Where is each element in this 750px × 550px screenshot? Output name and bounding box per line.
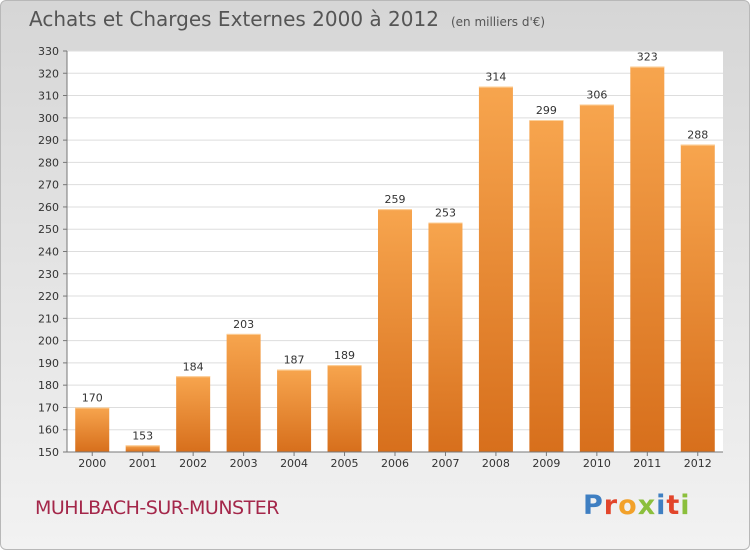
data-label: 314 bbox=[485, 71, 506, 84]
data-label: 170 bbox=[82, 391, 103, 404]
y-tick-label: 210 bbox=[38, 312, 59, 325]
bar bbox=[478, 86, 513, 453]
y-tick-label: 200 bbox=[38, 335, 59, 348]
x-tick-label: 2008 bbox=[482, 457, 510, 470]
data-label: 189 bbox=[334, 349, 355, 362]
bar bbox=[226, 333, 261, 452]
logo-letter: i bbox=[680, 490, 691, 521]
x-axis: 2000 2001 2002 2003 2004 2005 2006 2007 2008 2009… bbox=[78, 452, 712, 470]
y-tick-label: 240 bbox=[38, 246, 59, 259]
bar bbox=[378, 209, 412, 452]
data-label: 253 bbox=[435, 207, 456, 220]
chart-title: Achats et Charges Externes 2000 à 2012 (e… bbox=[29, 7, 545, 31]
logo-letter: x bbox=[637, 490, 657, 521]
y-tick-label: 220 bbox=[38, 290, 59, 303]
town-name: MUHLBACH-SUR-MUNSTER bbox=[35, 497, 279, 519]
x-tick-label: 2012 bbox=[684, 457, 712, 470]
x-tick-label: 2009 bbox=[532, 457, 560, 470]
y-tick-label: 150 bbox=[38, 446, 59, 459]
bar bbox=[630, 66, 665, 452]
x-tick-label: 2003 bbox=[230, 457, 258, 470]
logo-letter: o bbox=[618, 490, 638, 521]
data-label: 299 bbox=[536, 104, 557, 117]
data-label: 288 bbox=[687, 129, 708, 142]
y-tick-label: 310 bbox=[38, 90, 59, 103]
x-tick-label: 2011 bbox=[633, 457, 661, 470]
x-tick-label: 2006 bbox=[381, 457, 409, 470]
logo-letter: i bbox=[656, 490, 667, 521]
y-tick-label: 170 bbox=[38, 401, 59, 414]
chart-subtitle: (en milliers d'€) bbox=[450, 15, 546, 29]
x-tick-label: 2004 bbox=[280, 457, 308, 470]
bar bbox=[125, 445, 160, 452]
bar bbox=[529, 120, 564, 453]
proxiti-logo: Proxiti bbox=[583, 490, 691, 521]
bar bbox=[176, 376, 211, 452]
y-tick-label: 330 bbox=[38, 45, 59, 58]
y-axis: 150 160 170 180 190 200 210 220 230 240 250 260 270 2… bbox=[38, 45, 67, 459]
data-label: 323 bbox=[637, 51, 658, 64]
data-label: 184 bbox=[183, 360, 204, 373]
y-tick-label: 260 bbox=[38, 201, 59, 214]
x-tick-label: 2000 bbox=[78, 457, 106, 470]
bar bbox=[75, 407, 110, 452]
bar bbox=[579, 104, 614, 452]
x-tick-label: 2005 bbox=[331, 457, 359, 470]
bar bbox=[428, 222, 463, 452]
x-tick-label: 2001 bbox=[129, 457, 157, 470]
bar bbox=[680, 144, 715, 453]
bar bbox=[277, 369, 312, 452]
bar bbox=[327, 365, 362, 452]
y-tick-label: 320 bbox=[38, 67, 59, 80]
data-label: 259 bbox=[385, 193, 406, 206]
logo-letter: r bbox=[603, 490, 619, 521]
x-tick-label: 2007 bbox=[431, 457, 459, 470]
y-tick-label: 270 bbox=[38, 179, 59, 192]
y-tick-label: 190 bbox=[38, 357, 59, 370]
y-tick-label: 230 bbox=[38, 268, 59, 281]
data-label: 306 bbox=[586, 88, 607, 101]
y-tick-label: 290 bbox=[38, 134, 59, 147]
data-label: 153 bbox=[132, 429, 153, 442]
data-label: 203 bbox=[233, 318, 254, 331]
logo-letter: P bbox=[583, 490, 604, 521]
y-tick-label: 160 bbox=[38, 424, 59, 437]
bars: 170 153 184 203 187 189 259 253 314 299 306 323 288 bbox=[75, 51, 715, 453]
chart-title-text: Achats et Charges Externes 2000 à 2012 bbox=[29, 7, 439, 31]
y-tick-label: 180 bbox=[38, 379, 59, 392]
y-tick-label: 300 bbox=[38, 112, 59, 125]
y-tick-label: 250 bbox=[38, 223, 59, 236]
x-tick-label: 2002 bbox=[179, 457, 207, 470]
x-tick-label: 2010 bbox=[583, 457, 611, 470]
data-label: 187 bbox=[284, 354, 305, 367]
y-tick-label: 280 bbox=[38, 156, 59, 169]
logo-letter: t bbox=[666, 490, 681, 521]
